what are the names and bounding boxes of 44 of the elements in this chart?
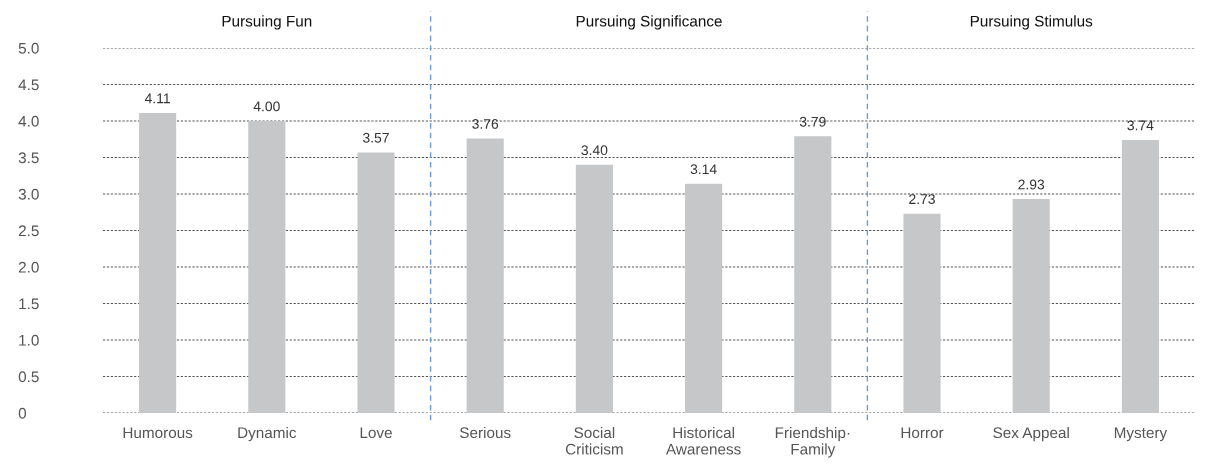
y-tick-label: 3.0: [18, 188, 39, 200]
x-tick-label: Sex Appeal: [993, 426, 1069, 442]
data-label: 3.40: [581, 145, 608, 156]
y-tick-label: 5.0: [18, 42, 39, 54]
text: Pursuing Significance: [576, 15, 722, 30]
data-label: 2.73: [909, 194, 935, 205]
bar: [794, 136, 832, 413]
x-tick-label: Historical Awareness: [665, 426, 741, 455]
bar: [575, 164, 613, 413]
data-label: 3.74: [1127, 120, 1154, 131]
bar: [139, 112, 177, 413]
y-tick-label: 0.5: [18, 371, 39, 383]
x-tick-label: Mystery: [1114, 427, 1168, 442]
data-label: 3.76: [472, 119, 499, 129]
data-label: 4.00: [253, 101, 280, 112]
y-tick-label: 2.0: [18, 261, 39, 273]
data-label: 3.79: [799, 116, 826, 127]
bar: [903, 213, 941, 413]
y-tick-label: 3.5: [18, 152, 39, 164]
text: Pursuing Fun: [222, 15, 312, 30]
bar: [357, 152, 395, 413]
y-tick-label: 4.0: [18, 115, 39, 127]
y-tick-label: 0: [18, 407, 27, 419]
x-tick-label: Love: [360, 427, 392, 439]
x-tick-label: Social Criticism: [565, 426, 623, 455]
x-tick-label: Friendship· Family: [775, 426, 850, 458]
y-tick-label: 2.5: [18, 225, 39, 237]
y-tick-label: 4.5: [18, 79, 39, 91]
bar: [248, 121, 286, 413]
x-tick-label: Horror: [901, 427, 944, 439]
x-tick-label: Serious: [460, 426, 511, 439]
bar: [1012, 199, 1050, 413]
x-tick-label: Dynamic: [238, 426, 297, 442]
data-label: 2.93: [1018, 179, 1045, 190]
data-label: 3.14: [690, 164, 717, 175]
data-label: 3.57: [363, 132, 389, 143]
y-tick-label: 1.0: [19, 334, 39, 346]
bar: [466, 138, 504, 413]
y-tick-label: 1.5: [19, 298, 39, 310]
bar: [1121, 139, 1159, 413]
x-tick-label: Humorous: [123, 427, 193, 439]
text: Pursuing Stimulus: [970, 15, 1093, 30]
bar: [685, 183, 723, 413]
data-label: 4.11: [144, 93, 170, 104]
